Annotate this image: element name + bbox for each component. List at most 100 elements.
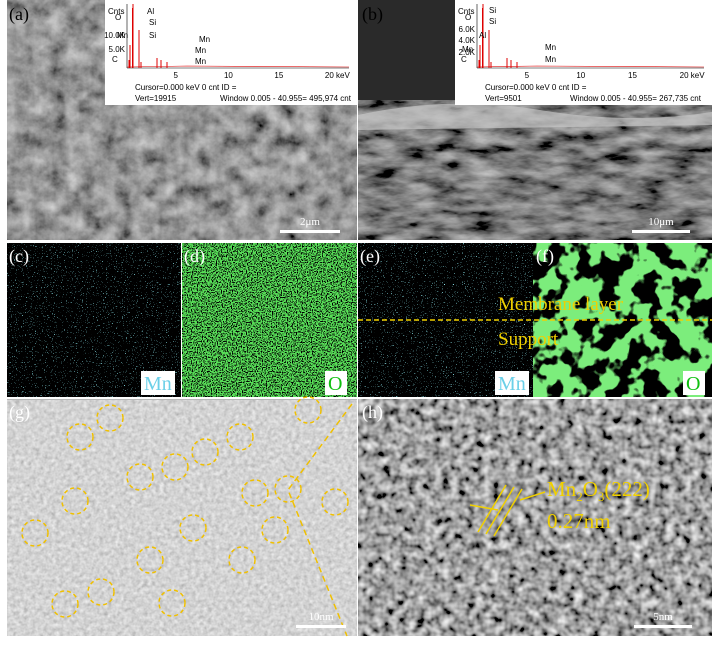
x-tick-label: 10: [576, 71, 585, 80]
element-box: [683, 371, 705, 395]
panel-label: (d): [184, 246, 205, 267]
pore-circle: [96, 404, 124, 432]
formula-part: 2: [576, 489, 583, 504]
cursor-text: Cursor=0.000 keV 0 cnt ID =: [485, 83, 587, 92]
pore-circle: [241, 479, 269, 507]
window-text: Window 0.005 - 40.955= 267,735 cnt: [570, 94, 702, 103]
peak-label: Al: [479, 31, 486, 40]
eds-spectrum: Cnts 10.0K 5.0K 5 10 15 20 keV O Al Si Mn Si Mn Mn Mn C…: [104, 0, 357, 105]
panel-label: (b): [362, 4, 383, 25]
peak-label: Mn: [195, 46, 206, 55]
pore-circle: [161, 453, 189, 481]
peak-label: Mn: [462, 45, 473, 54]
lattice-fringes: [469, 484, 546, 537]
panel-label: (e): [360, 246, 380, 267]
formula: Mn2O3(222): [547, 477, 650, 504]
formula-part: 3: [598, 489, 605, 504]
peak-label: Mn: [195, 57, 206, 66]
peak-label: C: [461, 55, 467, 64]
vert-text: Vert=19915: [135, 94, 177, 103]
pore-circle: [126, 463, 154, 491]
pore-circle: [191, 438, 219, 466]
peak-label: Si: [489, 6, 496, 15]
pore-circle: [228, 546, 256, 574]
peak-label: O: [115, 13, 121, 22]
peak-label: O: [465, 13, 471, 22]
baseline: [476, 65, 705, 68]
scale-bar: [632, 230, 690, 233]
cursor-text: Cursor=0.000 keV 0 cnt ID =: [135, 83, 237, 92]
inset-bg: [105, 0, 357, 105]
peak-label: Mn: [117, 31, 128, 40]
pore-circle: [226, 423, 254, 451]
y-tick-label: 2.0K: [459, 48, 476, 57]
x-tick-label: 15: [274, 71, 283, 80]
pore-circle: [179, 514, 207, 542]
pore-circle: [21, 519, 49, 547]
window-text: Window 0.005 - 40.955= 495,974 cnt: [220, 94, 352, 103]
pore-circle: [61, 487, 89, 515]
scale-bar: [280, 230, 340, 233]
y-axis-title: Cnts: [458, 7, 474, 16]
element-label: O: [328, 373, 342, 395]
pore-markers: [21, 396, 349, 618]
x-tick-label: 20 keV: [325, 71, 351, 80]
y-tick-label: 6.0K: [459, 25, 476, 34]
guide-line: [287, 403, 353, 637]
peak-label: Mn: [199, 35, 210, 44]
cross-section-edge: [358, 103, 712, 130]
panel-label: (h): [362, 402, 383, 423]
y-tick-label: 10.0K: [104, 31, 126, 40]
element-box: [495, 371, 529, 395]
pore-circle: [66, 423, 94, 451]
nanosheet: [7, 400, 357, 636]
element-box: [141, 371, 175, 395]
panel-label: (f): [536, 246, 554, 267]
pore-circle: [321, 488, 349, 516]
formula-part: Mn: [547, 477, 577, 501]
pore-circle: [51, 590, 79, 618]
pore-circle: [136, 546, 164, 574]
hrtem-image: [358, 399, 712, 636]
panel-label: (c): [9, 246, 29, 267]
peak-label: Si: [149, 18, 156, 27]
peak-label: Al: [147, 7, 154, 16]
scale-bar-label: 10nm: [308, 611, 334, 623]
element-label: Mn: [498, 373, 526, 395]
x-tick-label: 5: [525, 71, 530, 80]
pore-circle: [158, 589, 186, 617]
baseline: [126, 65, 350, 68]
panel-label: (a): [9, 4, 29, 25]
element-label: O: [686, 373, 700, 395]
layer-label: Membrane layer: [498, 294, 624, 315]
x-tick-label: 10: [224, 71, 233, 80]
scale-bar-label: 2μm: [300, 216, 320, 228]
scale-bar-label: 10μm: [648, 216, 674, 228]
x-tick-label: 20 keV: [680, 71, 706, 80]
y-tick-label: 4.0K: [459, 36, 476, 45]
formula-part: O: [583, 477, 598, 501]
panel-label: (g): [9, 402, 30, 423]
pore-circle: [87, 578, 115, 606]
scale-bar: [634, 625, 692, 628]
pore-circle: [274, 475, 302, 503]
d-spacing: 0.27nm: [547, 509, 611, 533]
element-box: [325, 371, 347, 395]
y-axis-title: Cnts: [108, 7, 124, 16]
x-tick-label: 15: [628, 71, 637, 80]
inset-bg: [455, 0, 712, 105]
element-label: Mn: [144, 373, 172, 395]
formula-part: (222): [604, 477, 650, 501]
x-tick-label: 5: [173, 71, 178, 80]
vert-text: Vert=9501: [485, 94, 522, 103]
pore-circle: [261, 516, 289, 544]
peak-label: Mn: [545, 43, 556, 52]
scale-bar-label: 5nm: [653, 611, 673, 623]
scale-bar: [296, 625, 346, 628]
peak-label: Mn: [545, 55, 556, 64]
peak-label: Si: [489, 17, 496, 26]
peak-label: C: [112, 55, 118, 64]
